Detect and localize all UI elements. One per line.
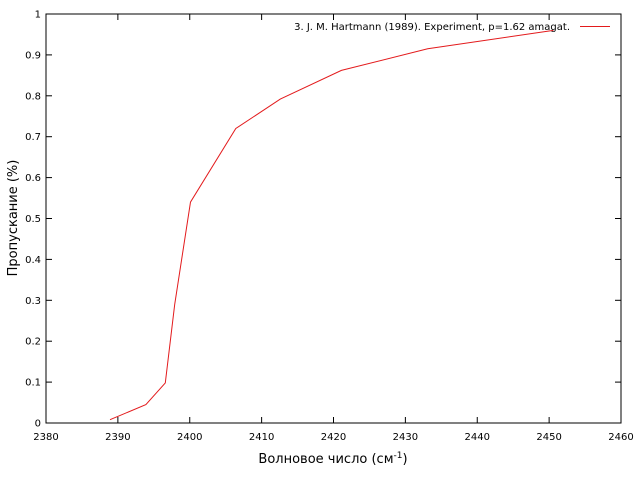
legend-label: 3. J. M. Hartmann (1989). Experiment, p=… [294, 22, 570, 33]
y-tick-label: 0.7 [25, 132, 41, 143]
y-tick-labels: 0 0.1 0.2 0.3 0.4 0.5 0.6 0.7 0.8 0.9 1 [25, 10, 41, 430]
axis-ticks [45, 13, 622, 424]
y-tick-label: 0.9 [25, 50, 41, 61]
x-tick-labels: 2380 2390 2400 2410 2420 2430 2440 2450 2460 [33, 432, 633, 443]
legend: 3. J. M. Hartmann (1989). Experiment, p=… [294, 22, 610, 33]
plot-frame [45, 13, 622, 424]
x-tick-label: 2400 [177, 432, 202, 443]
x-tick-label: 2420 [321, 432, 346, 443]
x-tick-label: 2430 [393, 432, 418, 443]
x-tick-label: 2460 [608, 432, 633, 443]
y-tick-label: 0.2 [25, 337, 41, 348]
x-tick-label: 2450 [536, 432, 561, 443]
y-tick-label: 0.4 [25, 255, 41, 266]
y-tick-label: 0.5 [25, 214, 41, 225]
y-tick-label: 1 [35, 10, 41, 21]
y-axis-title: Пропускание (%) [6, 160, 21, 277]
y-tick-label: 0.3 [25, 296, 41, 307]
x-tick-label: 2390 [105, 432, 130, 443]
x-tick-label: 2440 [465, 432, 490, 443]
x-axis-title: Волновое число (см-1) [258, 451, 407, 467]
series-layer [109, 29, 554, 421]
y-tick-label: 0.8 [25, 91, 41, 102]
y-tick-label: 0 [35, 419, 41, 430]
y-tick-label: 0.6 [25, 173, 41, 184]
series-line [109, 29, 554, 421]
y-tick-label: 0.1 [25, 378, 41, 389]
x-tick-label: 2410 [249, 432, 274, 443]
x-tick-label: 2380 [33, 432, 58, 443]
